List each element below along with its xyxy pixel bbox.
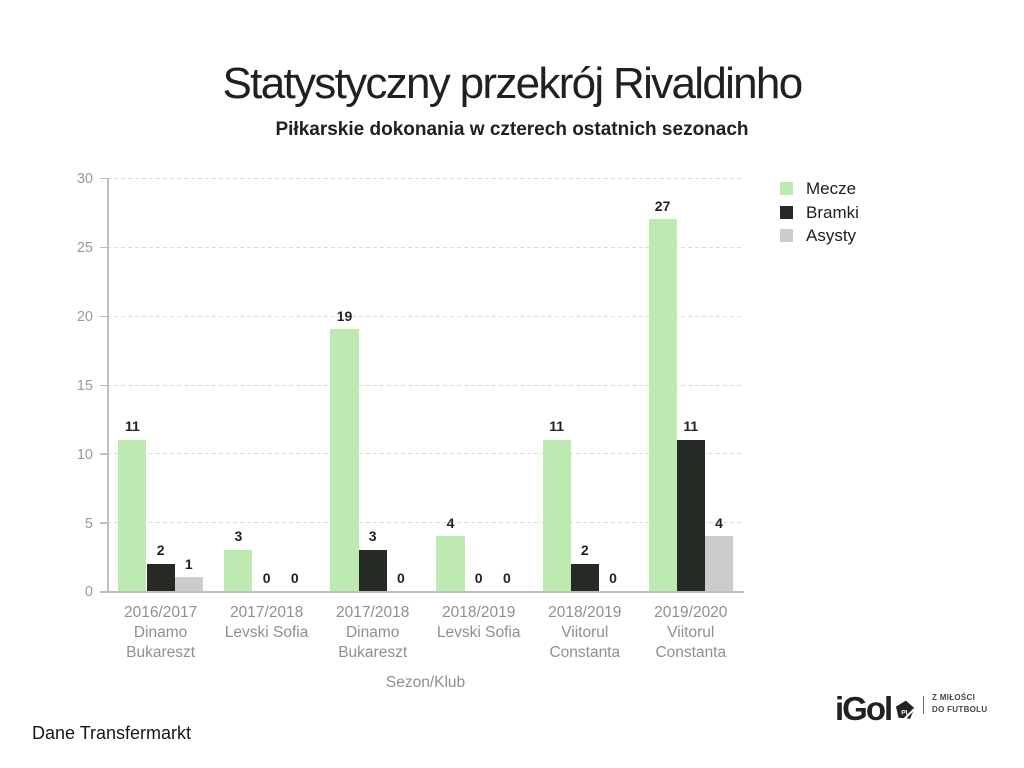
svg-text:PL: PL bbox=[901, 709, 909, 716]
